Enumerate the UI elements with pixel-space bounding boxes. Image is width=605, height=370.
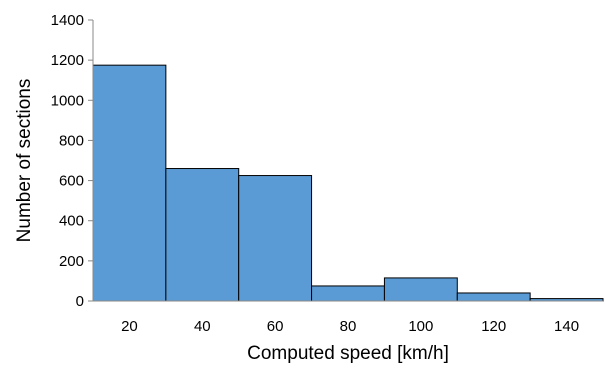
y-tick-label: 400: [59, 213, 84, 230]
x-tick-label: 140: [554, 318, 579, 335]
y-tick-label: 800: [59, 132, 84, 149]
y-tick-label: 600: [59, 173, 84, 190]
y-tick-label: 1200: [51, 52, 84, 69]
x-tick-label: 80: [340, 318, 357, 335]
bars-layer: [92, 64, 604, 302]
x-axis-title: Computed speed [km/h]: [247, 343, 449, 364]
bar-60: [238, 175, 313, 302]
bar-40: [165, 168, 240, 302]
x-tick-labels: 20 40 60 80 100 120 140: [121, 318, 579, 335]
bar-120: [456, 292, 531, 302]
x-tick-label: 40: [194, 318, 211, 335]
y-tick-label: 1000: [51, 92, 84, 109]
bar-100: [383, 277, 458, 302]
y-tick-labels: 0 200 400 600 800 1000 1200 1400: [51, 12, 93, 310]
y-tick-label: 200: [59, 253, 84, 270]
x-tick-label: 120: [481, 318, 506, 335]
x-tick-label: 60: [267, 318, 284, 335]
x-tick-label: 20: [121, 318, 138, 335]
y-tick-label: 0: [76, 293, 84, 310]
y-axis-title: Number of sections: [14, 79, 35, 243]
bar-20: [92, 64, 167, 302]
x-tick-label: 100: [408, 318, 433, 335]
bar-80: [311, 285, 385, 302]
y-tick-label: 1400: [51, 12, 84, 29]
